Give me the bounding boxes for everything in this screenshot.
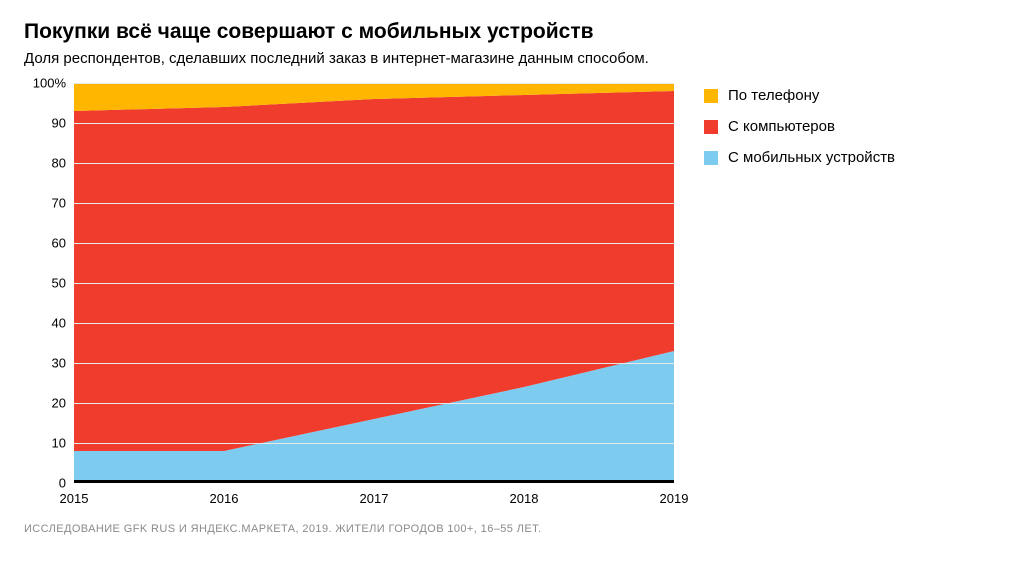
y-tick-label: 0 bbox=[59, 476, 66, 491]
y-tick-label: 60 bbox=[52, 236, 66, 251]
legend-item-mobile: С мобильных устройств bbox=[704, 149, 895, 166]
legend-swatch bbox=[704, 120, 718, 134]
grid-line bbox=[74, 243, 674, 244]
legend-label: С компьютеров bbox=[728, 118, 835, 135]
y-tick-label: 50 bbox=[52, 276, 66, 291]
y-tick-label: 100% bbox=[33, 76, 66, 91]
chart-plot-wrap: 0102030405060708090100% 2015201620172018… bbox=[24, 83, 684, 513]
legend-item-computer: С компьютеров bbox=[704, 118, 895, 135]
legend-item-phone: По телефону bbox=[704, 87, 895, 104]
y-axis: 0102030405060708090100% bbox=[24, 83, 74, 483]
grid-line bbox=[74, 363, 674, 364]
chart-title: Покупки всё чаще совершают с мобильных у… bbox=[24, 20, 1000, 44]
grid-line bbox=[74, 203, 674, 204]
grid-line bbox=[74, 283, 674, 284]
chart-subtitle: Доля респондентов, сделавших последний з… bbox=[24, 50, 1000, 67]
x-tick-label: 2015 bbox=[60, 491, 89, 506]
legend: По телефону С компьютеров С мобильных устр… bbox=[704, 83, 895, 180]
x-tick-label: 2018 bbox=[510, 491, 539, 506]
y-tick-label: 30 bbox=[52, 356, 66, 371]
x-baseline bbox=[74, 480, 674, 483]
y-tick-label: 70 bbox=[52, 196, 66, 211]
x-tick-label: 2016 bbox=[210, 491, 239, 506]
footnote: ИССЛЕДОВАНИЕ GFK RUS И ЯНДЕКС.МАРКЕТА, 2… bbox=[24, 523, 1000, 535]
y-tick-label: 20 bbox=[52, 396, 66, 411]
y-tick-label: 40 bbox=[52, 316, 66, 331]
grid-line bbox=[74, 443, 674, 444]
x-tick-label: 2017 bbox=[360, 491, 389, 506]
legend-swatch bbox=[704, 89, 718, 103]
grid-line bbox=[74, 323, 674, 324]
grid-line bbox=[74, 163, 674, 164]
grid-line bbox=[74, 403, 674, 404]
y-tick-label: 10 bbox=[52, 436, 66, 451]
x-axis: 20152016201720182019 bbox=[74, 491, 674, 511]
chart-container: 0102030405060708090100% 2015201620172018… bbox=[24, 83, 1000, 513]
x-tick-label: 2019 bbox=[660, 491, 689, 506]
y-tick-label: 90 bbox=[52, 116, 66, 131]
legend-label: По телефону bbox=[728, 87, 819, 104]
legend-label: С мобильных устройств bbox=[728, 149, 895, 166]
plot-area bbox=[74, 83, 674, 483]
legend-swatch bbox=[704, 151, 718, 165]
y-tick-label: 80 bbox=[52, 156, 66, 171]
grid-line bbox=[74, 83, 674, 84]
grid-line bbox=[74, 123, 674, 124]
